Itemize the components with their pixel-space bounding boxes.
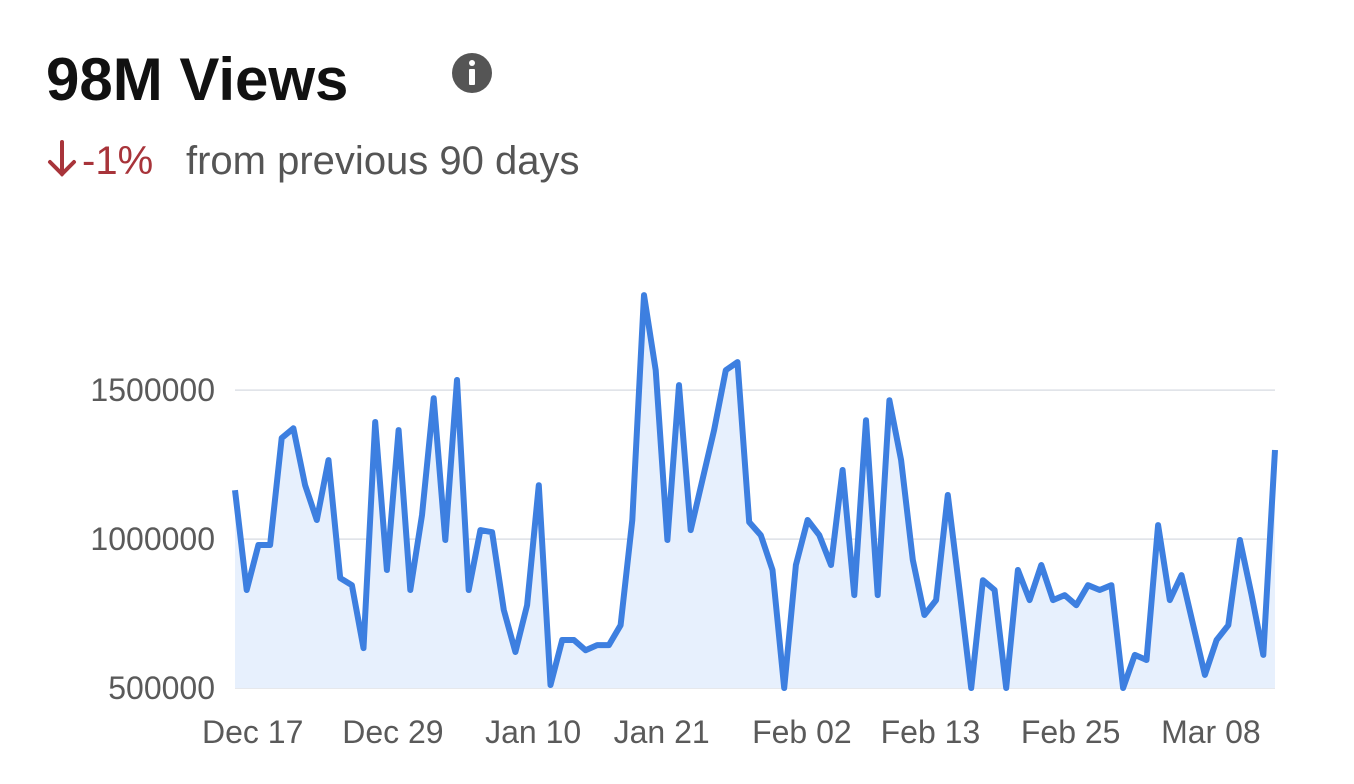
line: [232, 292, 1278, 691]
y-tick-label: 500000: [108, 670, 215, 706]
info-icon[interactable]: [452, 53, 492, 93]
area: [235, 295, 1275, 688]
x-tick-label: Jan 10: [485, 714, 581, 750]
change-note: from previous 90 days: [186, 139, 580, 183]
title: 98M Views: [46, 46, 348, 113]
x-tick-label: Feb 13: [881, 714, 981, 750]
x-tick-label: Feb 25: [1021, 714, 1121, 750]
change: -1%: [82, 139, 153, 183]
down-arrow-icon: [48, 140, 76, 177]
x-tick-label: Dec 29: [342, 714, 443, 750]
x-tick-label: Dec 17: [202, 714, 303, 750]
y-tick-label: 1000000: [90, 521, 215, 557]
y-tick-label: 1500000: [90, 372, 215, 408]
x-tick-label: Feb 02: [752, 714, 852, 750]
x-tick-label: Jan 21: [614, 714, 710, 750]
x-tick-label: Mar 08: [1161, 714, 1261, 750]
